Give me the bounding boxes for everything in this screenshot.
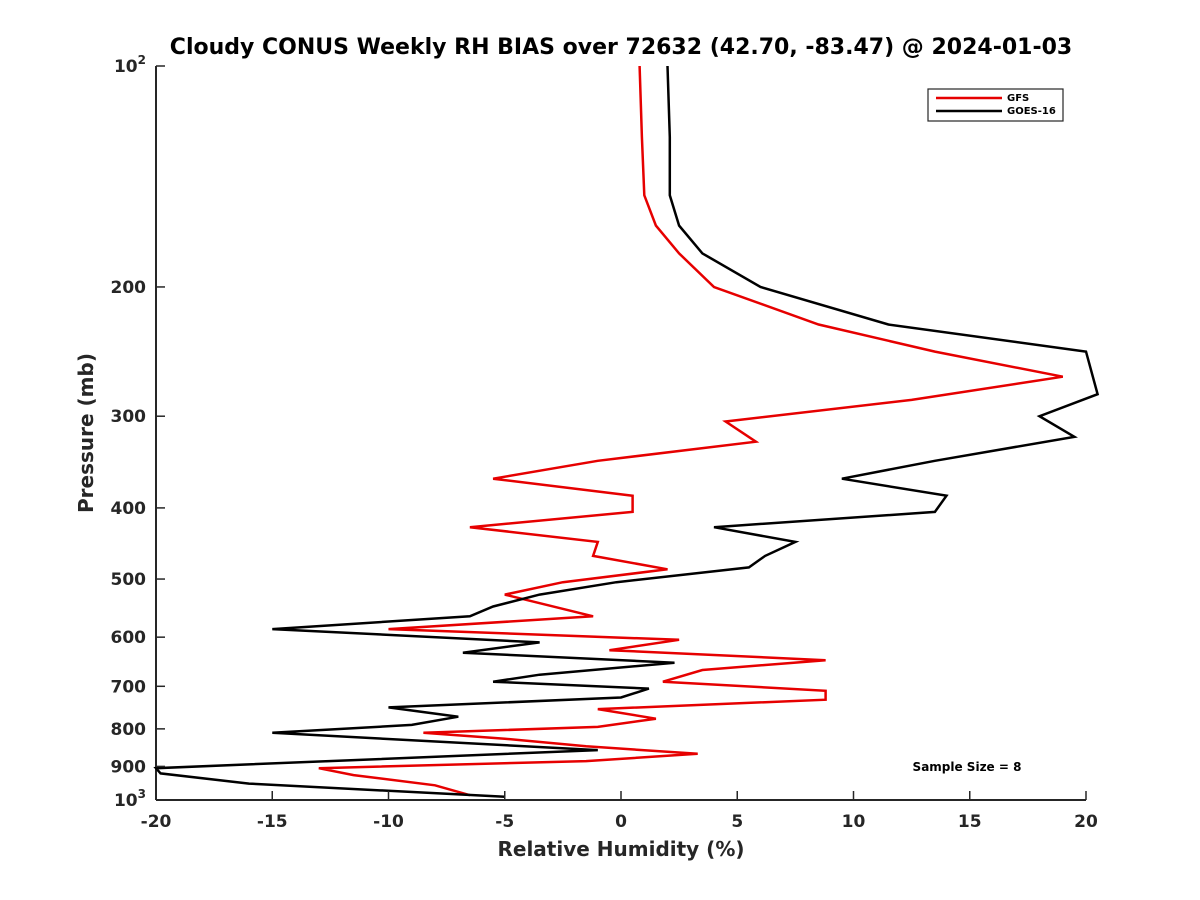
x-tick-label: 0 bbox=[615, 812, 627, 832]
y-tick-label: 900 bbox=[111, 757, 147, 777]
x-tick-label: -5 bbox=[495, 812, 514, 832]
y-ticks: 102 200 300 400 500 600 700 800 900 103 bbox=[111, 53, 165, 811]
x-axis-label: Relative Humidity (%) bbox=[497, 837, 744, 861]
y-tick-label: 700 bbox=[111, 677, 147, 697]
series-layer bbox=[153, 65, 1100, 799]
legend-box bbox=[927, 88, 1064, 122]
x-tick-label: -10 bbox=[373, 812, 404, 832]
x-tick-label: 15 bbox=[958, 812, 982, 832]
sample-size-annotation: Sample Size = 8 bbox=[913, 760, 1022, 774]
x-tick-label: 10 bbox=[842, 812, 866, 832]
legend-label-gfs: GFS bbox=[1007, 93, 1029, 104]
legend-label-goes16: GOES-16 bbox=[1007, 106, 1056, 117]
y-tick-label: 200 bbox=[111, 278, 147, 298]
x-tick-label: -20 bbox=[141, 812, 172, 832]
x-ticks: -20 -15 -10 -5 0 5 10 15 20 bbox=[141, 791, 1098, 832]
plot-area: -20 -15 -10 -5 0 5 10 15 20 102 200 300 400 500 600 70… bbox=[111, 53, 1100, 832]
axes-frame bbox=[156, 66, 1086, 800]
series-line-goes-16 bbox=[153, 65, 1100, 799]
x-tick-label: 20 bbox=[1074, 812, 1098, 832]
y-tick-label: 103 bbox=[114, 787, 146, 811]
series-line-gfs bbox=[318, 65, 1064, 797]
x-tick-label: 5 bbox=[731, 812, 743, 832]
legend: GFS GOES-16 bbox=[927, 88, 1064, 122]
y-tick-label: 102 bbox=[114, 53, 146, 77]
y-axis-label: Pressure (mb) bbox=[74, 353, 98, 513]
y-tick-label: 500 bbox=[111, 570, 147, 590]
chart-title: Cloudy CONUS Weekly RH BIAS over 72632 (… bbox=[170, 35, 1072, 60]
y-tick-label: 800 bbox=[111, 720, 147, 740]
x-tick-label: -15 bbox=[257, 812, 288, 832]
y-tick-label: 400 bbox=[111, 499, 147, 519]
y-tick-label: 300 bbox=[111, 407, 147, 427]
y-tick-label: 600 bbox=[111, 628, 147, 648]
